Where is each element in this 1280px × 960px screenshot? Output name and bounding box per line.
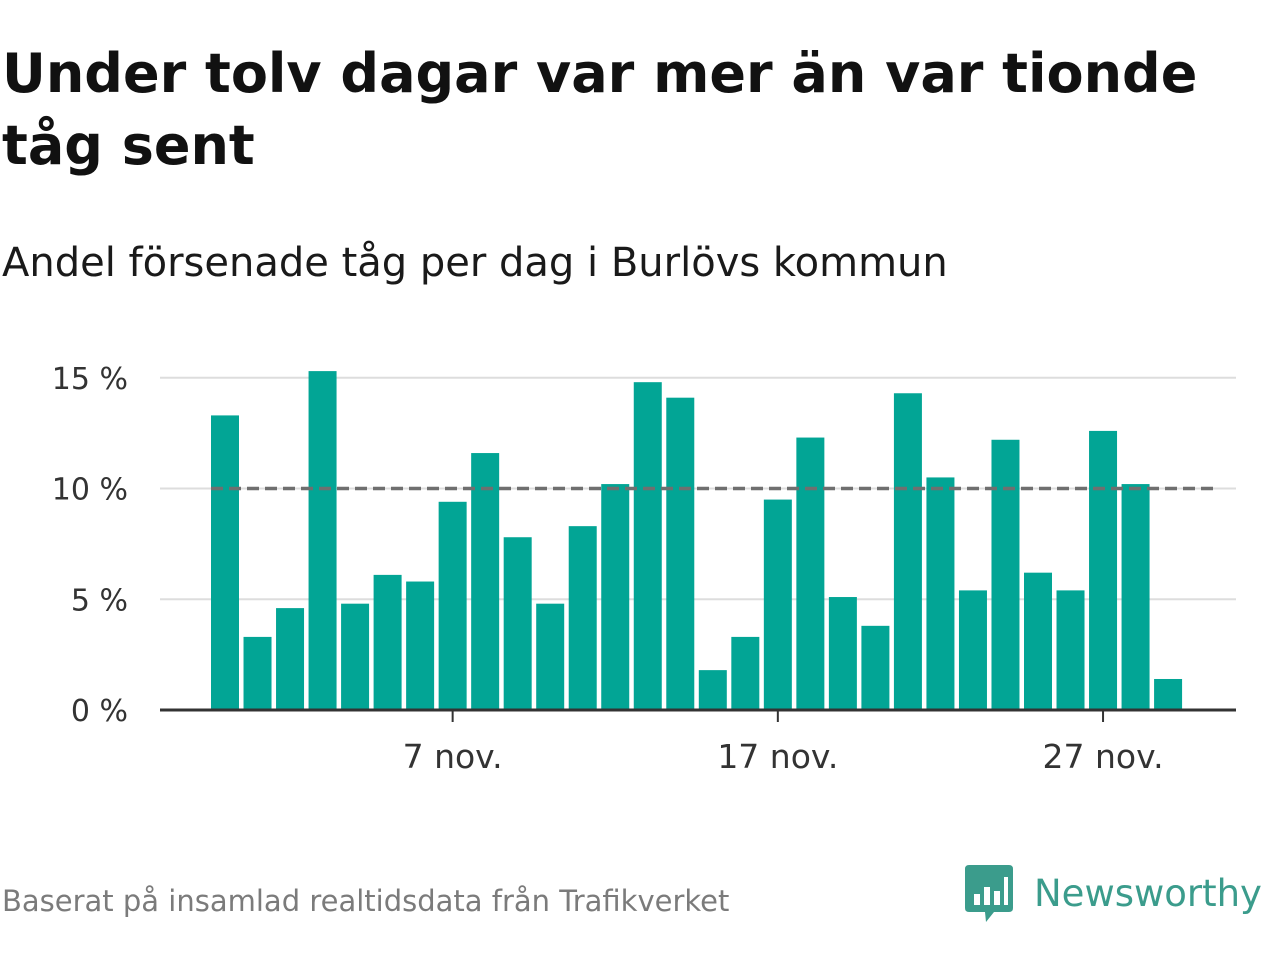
bar — [308, 371, 337, 710]
y-tick-label: 10 % — [52, 473, 128, 508]
bar — [763, 499, 792, 710]
bar — [861, 625, 890, 710]
chart-subtitle: Andel försenade tåg per dag i Burlövs ko… — [2, 240, 948, 286]
bar — [1121, 484, 1150, 710]
bar — [731, 636, 760, 710]
bar — [1154, 678, 1183, 710]
bar — [1024, 572, 1052, 710]
bar — [503, 537, 532, 710]
bar — [893, 393, 922, 710]
bar — [796, 437, 825, 710]
bar — [991, 439, 1020, 710]
bar — [373, 574, 402, 710]
x-tick-label: 27 nov. — [1043, 737, 1164, 776]
newsworthy-logo-text: Newsworthy — [1034, 871, 1262, 915]
y-tick-label: 5 % — [71, 583, 128, 618]
bar — [926, 477, 955, 710]
bar — [471, 453, 500, 710]
bar — [438, 501, 467, 710]
newsworthy-logo-icon — [965, 865, 1013, 922]
bar — [243, 636, 272, 710]
y-tick-label: 15 % — [52, 362, 128, 397]
newsworthy-logo: Newsworthy — [964, 862, 1262, 924]
bar — [698, 670, 727, 710]
bar — [341, 603, 370, 710]
bar — [1056, 590, 1085, 710]
bar — [828, 597, 857, 710]
bar — [666, 397, 695, 710]
bar — [406, 581, 435, 710]
chart-title: Under tolv dagar var mer än var tionde t… — [2, 42, 1198, 177]
bar — [1089, 430, 1118, 710]
bar — [276, 608, 305, 710]
bar — [211, 415, 239, 710]
bar — [633, 382, 662, 710]
source-note: Baserat på insamlad realtidsdata från Tr… — [2, 884, 730, 918]
bar — [601, 484, 630, 710]
bar — [568, 526, 597, 710]
bar — [536, 603, 565, 710]
bar — [958, 590, 987, 710]
x-tick-label: 7 nov. — [403, 737, 503, 776]
x-tick-label: 17 nov. — [717, 737, 838, 776]
bar-chart: 0 % 5 % 10 % 15 % 7 nov. 17 nov. 27 nov. — [52, 362, 1236, 776]
y-tick-label: 0 % — [71, 694, 128, 729]
